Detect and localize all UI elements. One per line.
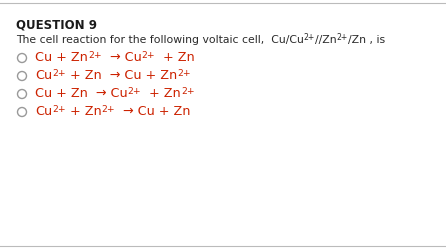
Text: 2+: 2+ [141,50,155,59]
Text: Cu + Zn  → Cu: Cu + Zn → Cu [35,87,128,100]
Text: Cu: Cu [35,69,52,82]
Text: 2+: 2+ [337,33,348,42]
Text: 2+: 2+ [128,86,141,95]
Text: 2+: 2+ [181,86,194,95]
Text: QUESTION 9: QUESTION 9 [16,19,97,32]
Text: + Zn: + Zn [141,87,181,100]
Text: Cu: Cu [35,104,52,118]
Text: /Zn , is: /Zn , is [348,35,385,45]
Text: → Cu: → Cu [102,51,141,64]
Text: + Zn: + Zn [66,104,102,118]
Text: 2+: 2+ [177,68,190,77]
Text: The cell reaction for the following voltaic cell,  Cu/Cu: The cell reaction for the following volt… [16,35,304,45]
Text: 2+: 2+ [88,50,102,59]
Text: 2+: 2+ [52,68,66,77]
Text: → Cu + Zn: → Cu + Zn [115,104,190,118]
Text: + Zn  → Cu + Zn: + Zn → Cu + Zn [66,69,177,82]
Text: 2+: 2+ [102,104,115,113]
Text: //Zn: //Zn [315,35,337,45]
Text: Cu + Zn: Cu + Zn [35,51,88,64]
Text: 2+: 2+ [52,104,66,113]
Text: + Zn: + Zn [155,51,194,64]
Text: 2+: 2+ [304,33,315,42]
